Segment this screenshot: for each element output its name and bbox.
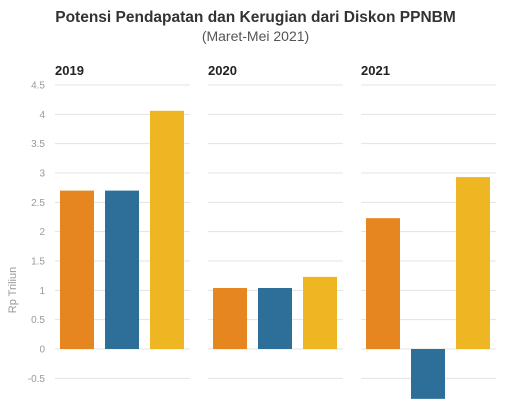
- bar-2020-3: [303, 276, 337, 349]
- bar-2019-1: [60, 190, 94, 349]
- bar-2019-2: [105, 190, 139, 349]
- bar-2020-2: [258, 287, 292, 349]
- bar-2021-3: [456, 177, 490, 349]
- bar-2020-1: [213, 287, 247, 349]
- y-tick-label: 0.5: [31, 315, 45, 326]
- y-tick-label: 3.5: [31, 139, 45, 150]
- y-tick-label: -0.5: [28, 374, 46, 385]
- panel-label-2020: 2020: [208, 63, 237, 78]
- y-tick-label: 0: [39, 345, 45, 356]
- y-tick-label: 2: [39, 227, 45, 238]
- panel-label-2019: 2019: [55, 63, 84, 78]
- bar-2019-3: [150, 110, 184, 350]
- y-tick-label: 1: [39, 286, 45, 297]
- y-axis-title: Rp Triliun: [7, 267, 19, 313]
- y-tick-label: 2.5: [31, 198, 45, 209]
- y-tick-label: 4: [39, 110, 45, 121]
- chart-subtitle: (Maret-Mei 2021): [201, 28, 310, 44]
- panel-label-2021: 2021: [361, 63, 390, 78]
- y-tick-label: 1.5: [31, 257, 45, 268]
- bar-2021-2: [411, 349, 445, 399]
- chart-title: Potensi Pendapatan dan Kerugian dari Dis…: [55, 9, 456, 26]
- bar-2021-1: [366, 218, 400, 349]
- y-tick-label: 3: [39, 169, 45, 180]
- y-tick-label: 4.5: [31, 81, 45, 92]
